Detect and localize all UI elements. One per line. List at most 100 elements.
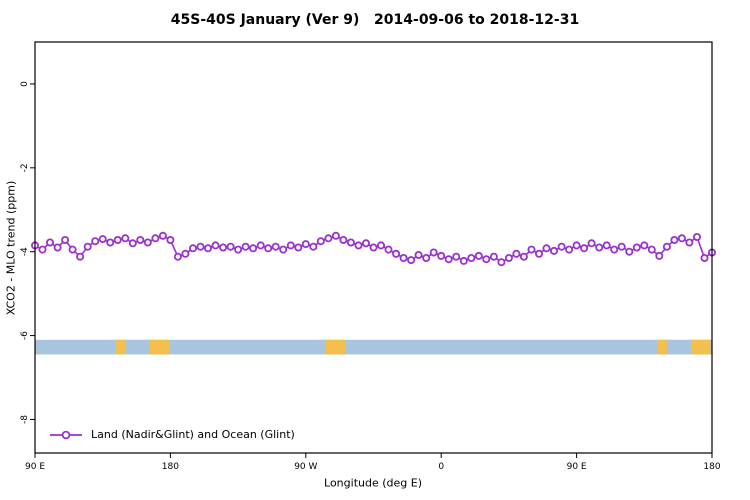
- data-point: [444, 255, 453, 264]
- data-point: [512, 249, 521, 258]
- x-tick-label: 90 E: [25, 462, 45, 472]
- data-point: [286, 241, 295, 250]
- data-point: [565, 245, 574, 254]
- chart-title: 45S-40S January (Ver 9) 2014-09-06 to 20…: [170, 12, 580, 28]
- data-point: [662, 242, 671, 251]
- data-point: [91, 237, 100, 246]
- data-point: [121, 234, 130, 243]
- y-axis-label: XCO2 - MLO trend (ppm): [4, 180, 18, 316]
- data-point: [53, 243, 62, 252]
- data-point: [324, 234, 333, 243]
- data-point: [407, 256, 416, 265]
- data-point: [497, 258, 506, 267]
- data-point: [309, 242, 318, 251]
- data-point: [422, 253, 431, 262]
- data-point: [158, 231, 167, 240]
- data-point: [331, 231, 340, 240]
- data-point: [46, 238, 55, 247]
- data-point: [595, 243, 604, 252]
- plot-border: [34, 41, 713, 454]
- data-point: [98, 235, 107, 244]
- data-point: [219, 243, 228, 252]
- data-point: [316, 237, 325, 246]
- data-point: [542, 244, 551, 253]
- data-point: [361, 239, 370, 248]
- data-point: [527, 245, 536, 254]
- data-point: [143, 238, 152, 247]
- data-point: [61, 235, 70, 244]
- data-point: [399, 253, 408, 262]
- x-tick-label: 90 E: [567, 462, 587, 472]
- data-point: [128, 239, 137, 248]
- data-point: [489, 252, 498, 261]
- data-point: [677, 234, 686, 243]
- data-point: [655, 251, 664, 260]
- land-segment: [116, 339, 126, 355]
- data-point: [76, 252, 85, 261]
- x-tick-label: 0: [438, 462, 444, 472]
- legend-line-marker-icon: [50, 430, 82, 439]
- data-point: [113, 235, 122, 244]
- data-point: [181, 249, 190, 258]
- data-point: [376, 241, 385, 250]
- y-tick-label: -8: [20, 415, 30, 424]
- data-point: [294, 243, 303, 252]
- data-point: [474, 251, 483, 260]
- y-tick-label: -4: [20, 247, 30, 256]
- data-point: [647, 245, 656, 254]
- data-point: [685, 238, 694, 247]
- legend: Land (Nadir&Glint) and Ocean (Glint): [48, 428, 295, 441]
- data-point: [83, 242, 92, 251]
- data-point: [203, 244, 212, 253]
- data-point: [482, 255, 491, 264]
- land-segment: [149, 339, 169, 355]
- data-point: [346, 238, 355, 247]
- data-point: [625, 247, 634, 256]
- data-point: [414, 250, 423, 259]
- data-point: [392, 249, 401, 258]
- ocean-band: [35, 339, 712, 355]
- y-tick-label: 0: [20, 81, 30, 87]
- data-point: [256, 241, 265, 250]
- data-point: [339, 235, 348, 244]
- data-point: [429, 248, 438, 257]
- data-point: [173, 252, 182, 261]
- data-point: [437, 251, 446, 260]
- x-tick-label: 180: [162, 462, 179, 472]
- data-point: [151, 234, 160, 243]
- data-point: [557, 242, 566, 251]
- data-point: [369, 243, 378, 252]
- data-point: [279, 245, 288, 254]
- data-point: [700, 253, 709, 262]
- x-tick-label: 90 W: [294, 462, 317, 472]
- data-point: [602, 241, 611, 250]
- data-point: [459, 256, 468, 265]
- data-point: [211, 241, 220, 250]
- data-point: [452, 252, 461, 261]
- data-point: [632, 243, 641, 252]
- data-point: [166, 235, 175, 244]
- legend-label: Land (Nadir&Glint) and Ocean (Glint): [91, 428, 295, 441]
- y-tick-label: -2: [20, 163, 30, 172]
- data-point: [234, 245, 243, 254]
- data-point: [196, 242, 205, 251]
- data-point: [693, 232, 702, 241]
- data-point: [264, 244, 273, 253]
- land-segment: [657, 339, 667, 355]
- data-point: [136, 235, 145, 244]
- data-point: [617, 242, 626, 251]
- data-point: [572, 241, 581, 250]
- data-point: [106, 238, 115, 247]
- data-point: [188, 244, 197, 253]
- data-point: [68, 245, 77, 254]
- data-point: [467, 253, 476, 262]
- x-tick-label: 180: [703, 462, 720, 472]
- data-point: [301, 240, 310, 249]
- data-point: [550, 246, 559, 255]
- data-point: [38, 245, 47, 254]
- data-point: [640, 241, 649, 250]
- data-point: [271, 242, 280, 251]
- data-point: [580, 244, 589, 253]
